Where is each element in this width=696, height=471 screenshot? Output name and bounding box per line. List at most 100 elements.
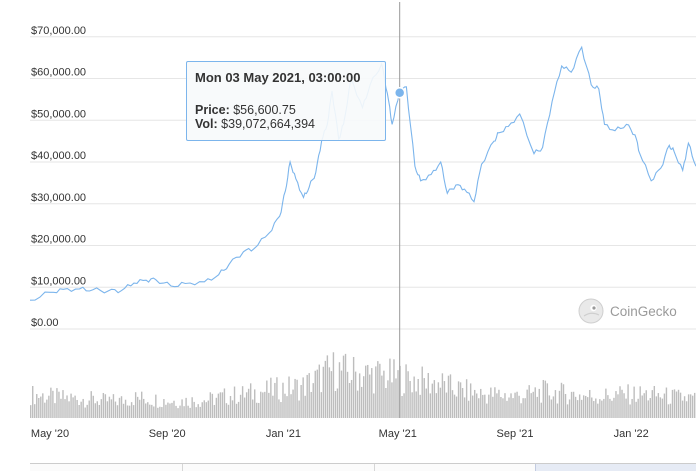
volume-bar <box>685 401 688 418</box>
volume-bar <box>80 401 82 418</box>
volume-bar <box>591 397 593 418</box>
volume-bar <box>30 405 32 418</box>
volume-bar <box>425 388 427 418</box>
volume-bar <box>514 392 516 418</box>
volume-bar <box>693 392 696 418</box>
x-tick-label: May '21 <box>379 428 417 440</box>
volume-bar <box>179 405 181 418</box>
volume-bar <box>669 403 672 418</box>
volume-bar <box>562 384 565 418</box>
volume-bar <box>344 353 347 418</box>
volume-bar <box>310 391 312 418</box>
watermark-text: CoinGecko <box>610 303 677 319</box>
navigator-strip[interactable] <box>30 463 696 471</box>
volume-bar <box>478 398 480 418</box>
volume-bar <box>334 391 337 418</box>
y-tick-label: $20,000.00 <box>31 234 86 246</box>
tooltip-price-label: Price: <box>195 103 230 117</box>
volume-bar <box>66 395 68 418</box>
volume-bar <box>397 370 399 418</box>
volume-bar <box>151 404 153 418</box>
volume-bar <box>595 398 597 418</box>
volume-bar <box>136 396 139 418</box>
volume-bar <box>651 390 653 418</box>
volume-bar <box>649 398 651 418</box>
volume-bar <box>82 398 84 418</box>
volume-bar <box>560 382 563 418</box>
volume-bar <box>407 371 409 418</box>
volume-bar <box>153 406 155 418</box>
volume-bar <box>290 394 292 418</box>
volume-bar <box>520 403 522 418</box>
volume-bar <box>34 404 36 418</box>
volume-bar <box>409 380 411 418</box>
volume-bar <box>84 407 86 418</box>
volume-bar <box>484 394 486 418</box>
volume-bar <box>455 396 458 418</box>
volume-bar <box>405 364 407 418</box>
volume-bar <box>147 402 149 418</box>
volume-bar <box>354 371 357 418</box>
volume-bar <box>601 400 603 418</box>
volume-bar <box>615 391 617 418</box>
volume-bar <box>76 399 78 418</box>
volume-bar <box>90 391 92 418</box>
volume-bar <box>169 403 171 418</box>
volume-bar <box>183 406 185 418</box>
volume-bar <box>367 364 369 418</box>
volume-bar <box>401 395 403 418</box>
volume-bar <box>70 393 72 418</box>
volume-bar <box>132 405 135 418</box>
volume-bar <box>114 401 117 418</box>
volume-bar <box>609 398 611 418</box>
volume-bar <box>471 395 474 418</box>
navigator-range-handle[interactable] <box>535 464 696 471</box>
volume-bar <box>128 405 131 418</box>
volume-bar <box>264 391 266 418</box>
volume-bar <box>94 403 96 418</box>
volume-bar <box>189 407 191 418</box>
volume-bar <box>617 394 619 418</box>
coingecko-logo-icon <box>578 298 604 324</box>
volume-bar <box>211 393 214 418</box>
volume-bar <box>389 358 391 418</box>
volume-bar <box>552 396 555 418</box>
volume-bar <box>603 398 605 418</box>
volume-bar <box>272 395 274 418</box>
volume-bar <box>383 370 385 418</box>
volume-bar <box>243 397 246 418</box>
price-tooltip: Mon 03 May 2021, 03:00:00 Price: $56,600… <box>186 61 386 141</box>
volume-bar <box>431 383 434 418</box>
volume-bar <box>453 394 456 418</box>
volume-bar <box>126 405 129 418</box>
volume-bar <box>175 405 177 418</box>
volume-bar <box>465 379 468 418</box>
volume-bar <box>141 391 143 418</box>
volume-bar <box>659 397 662 418</box>
volume-bar <box>580 399 583 418</box>
volume-bar <box>74 395 76 418</box>
volume-bar <box>516 391 518 418</box>
volume-bar <box>120 396 123 418</box>
volume-bar <box>181 399 183 418</box>
volume-bar <box>363 376 365 418</box>
volume-bar <box>286 396 288 418</box>
volume-bar <box>619 386 621 418</box>
volume-bar <box>233 386 236 418</box>
volume-bar <box>320 392 323 418</box>
volume-bar <box>338 362 341 418</box>
volume-bar <box>385 388 387 418</box>
volume-bar <box>536 396 538 418</box>
volume-bar <box>241 386 244 418</box>
volume-bar <box>199 406 201 418</box>
y-tick-label: $30,000.00 <box>31 192 86 204</box>
y-axis-labels: $0.00 $10,000.00 $20,000.00 $30,000.00 $40,0… <box>31 25 86 329</box>
volume-bar <box>225 403 228 418</box>
volume-bar <box>482 394 484 418</box>
volume-bar <box>433 380 436 418</box>
volume-bar <box>187 405 189 418</box>
tooltip-date: Mon 03 May 2021, 03:00:00 <box>195 70 361 85</box>
volume-bar <box>92 395 94 418</box>
volume-bar <box>197 404 199 418</box>
volume-bar <box>231 400 234 418</box>
